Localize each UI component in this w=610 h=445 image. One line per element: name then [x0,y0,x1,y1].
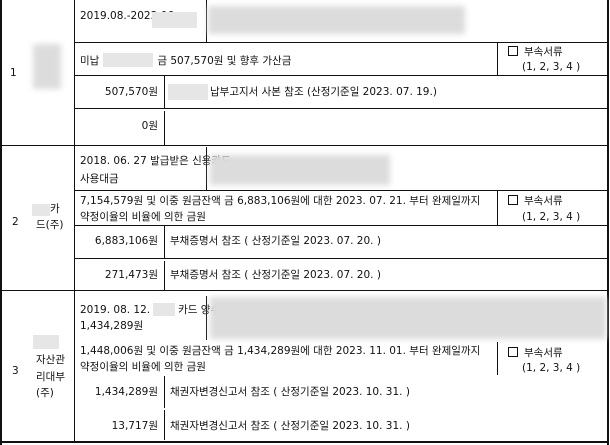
redacted [210,155,390,185]
claim-text: 약정이율의 비율에 의한 금원 [80,211,206,223]
claim-text: 미납 금 507,570원 및 향후 가산금 [80,53,292,67]
interest-amount: 271,473원 [104,269,158,281]
principal-amount: 1,434,289원 [94,386,158,398]
attachment-numbers: (1, 2, 3, 4 ) [522,211,581,223]
interest-note: 채권자변경신고서 참조 ( 산정기준일 2023. 10. 31. ) [170,420,410,432]
row-number: 3 [12,365,19,377]
principal-note: 납부고지서 사본 참조 (산정기준일 2023. 07. 19.) [210,86,437,98]
principal-amount: 507,570원 [104,86,158,98]
cause-text: 1,434,289원 [80,320,144,332]
cause-text: 사용대금 [80,173,119,185]
principal-note: 채권자변경신고서 참조 ( 산정기준일 2023. 10. 31. ) [170,386,410,398]
creditor-name: 카 [50,203,60,215]
claim-text: 약정이율의 비율에 의한 금원 [80,361,206,373]
interest-amount: 0원 [141,120,158,132]
checkbox-icon[interactable] [508,46,518,56]
attachments-checkbox[interactable]: 부속서류 [508,192,563,210]
cause-text: 2018. 06. 27 발급받은 신용카드 [80,155,231,167]
redacted-creditor-name [33,44,61,89]
attachments-checkbox[interactable]: 부속서류 [508,344,563,362]
checkbox-icon[interactable] [508,195,518,205]
creditor-name: 자산관 [36,354,65,366]
redacted-creditor-name [32,204,50,216]
redacted [208,6,465,34]
principal-note: 부채증명서 참조 ( 산정기준일 2023. 07. 20. ) [170,235,381,247]
redacted [152,12,197,28]
creditor-name: 드(주) [36,219,64,231]
creditor-name: 리대부 [36,371,65,383]
redacted [168,84,208,100]
row-number: 1 [10,67,17,79]
interest-note: 부채증명서 참조 ( 산정기준일 2023. 07. 20. ) [170,269,381,281]
interest-amount: 13,717원 [111,420,158,432]
creditor-name: (주) [36,387,54,399]
redacted [210,297,606,339]
attachment-numbers: (1, 2, 3, 4 ) [522,61,581,73]
principal-amount: 6,883,106원 [94,235,158,247]
redacted-creditor-name [33,335,59,349]
row-number: 2 [12,216,19,228]
claim-text: 7,154,579원 및 이중 원금잔액 금 6,883,106원에 대한 20… [80,195,481,207]
attachments-checkbox[interactable]: 부속서류 [508,43,563,61]
claim-text: 1,448,006원 및 이중 원금잔액 금 1,434,289원에 대한 20… [80,345,481,357]
attachment-numbers: (1, 2, 3, 4 ) [522,362,581,374]
checkbox-icon[interactable] [508,347,518,357]
